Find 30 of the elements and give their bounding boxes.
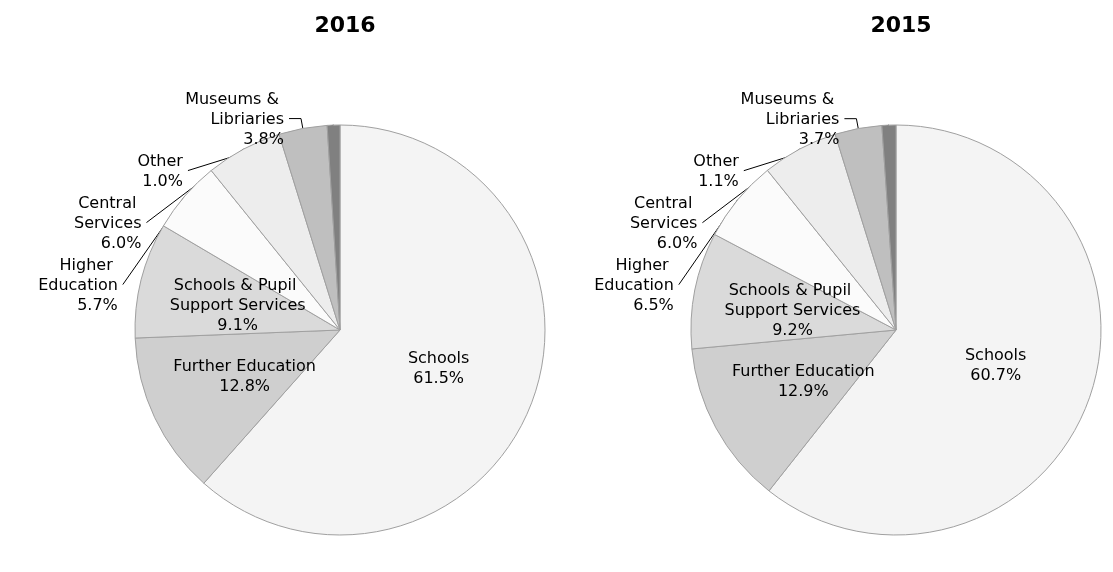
data-label: 12.8% xyxy=(219,375,271,395)
chart-title: 2016 xyxy=(314,11,376,37)
slice-label: Schools & Pupil Support Services xyxy=(169,274,306,314)
slice-label: Museums & Libriaries xyxy=(740,89,840,129)
data-label: 9.1% xyxy=(217,314,259,334)
data-label: 60.7% xyxy=(970,365,1022,385)
slice-label: Schools xyxy=(964,345,1027,365)
data-label: 5.7% xyxy=(77,295,118,315)
slice-label: Further Education xyxy=(731,360,875,380)
data-label: 12.9% xyxy=(777,380,829,400)
slice-label: Schools xyxy=(407,347,470,367)
slice-label: Central Services xyxy=(74,193,142,233)
data-label: 6.0% xyxy=(100,233,142,253)
data-label: 1.0% xyxy=(142,171,183,191)
data-label: 6.0% xyxy=(656,233,698,253)
data-label: 9.2% xyxy=(772,319,813,339)
data-label: 61.5% xyxy=(413,367,465,387)
data-label: 3.7% xyxy=(798,129,840,149)
slice-label: Other xyxy=(137,151,184,171)
data-label: 1.1% xyxy=(698,171,739,191)
data-label: 6.5% xyxy=(633,295,674,315)
chart-title: 2015 xyxy=(870,11,932,37)
slice-label: Other xyxy=(693,151,740,171)
slice-label: Schools & Pupil Support Services xyxy=(724,279,861,319)
slice-label: Museums & Libriaries xyxy=(185,89,284,129)
data-label: 3.8% xyxy=(243,129,284,149)
slice-label: Further Education xyxy=(173,355,316,375)
slice-label: Central Services xyxy=(629,193,698,233)
slice-label: Higher Education xyxy=(38,255,118,295)
slice-label: Higher Education xyxy=(594,255,674,295)
